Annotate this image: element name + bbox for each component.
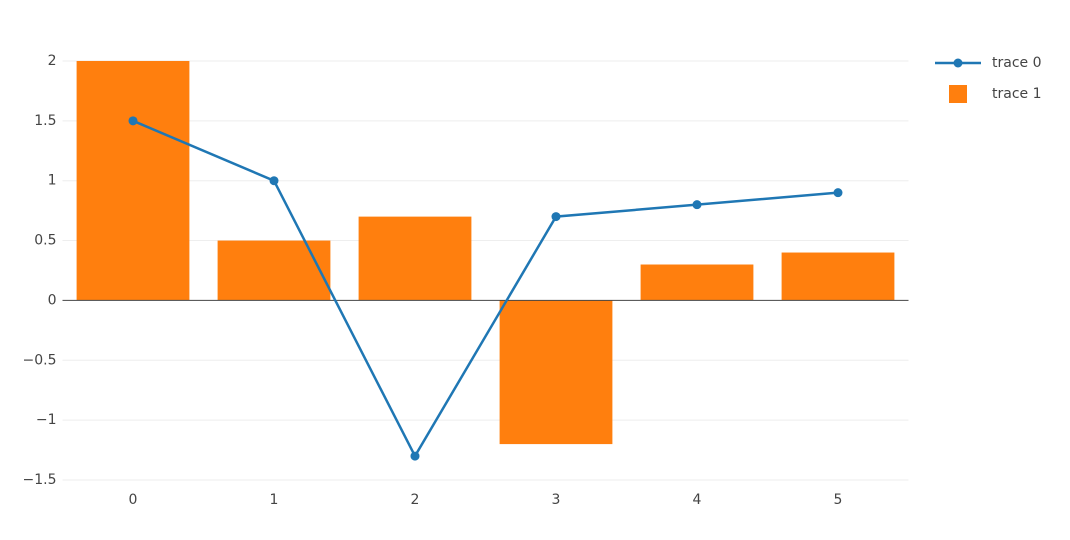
marker xyxy=(128,116,138,126)
legend-swatch[interactable] xyxy=(949,85,967,103)
y-tick-label: 2 xyxy=(48,53,57,69)
bar xyxy=(640,264,754,301)
x-tick-label: 3 xyxy=(552,492,561,508)
y-tick-label: 1 xyxy=(48,173,57,189)
legend-marker[interactable] xyxy=(953,58,963,68)
x-tick-label: 1 xyxy=(270,492,279,508)
bar xyxy=(217,240,331,301)
marker xyxy=(833,188,843,198)
y-tick-label: −0.5 xyxy=(23,352,57,368)
bar xyxy=(499,300,613,445)
x-tick-label: 0 xyxy=(129,492,138,508)
legend-label[interactable]: trace 1 xyxy=(992,86,1042,102)
marker xyxy=(410,451,420,461)
y-tick-label: 0.5 xyxy=(34,233,56,249)
line xyxy=(132,119,839,459)
y-tick-label: −1.5 xyxy=(23,472,57,488)
y-tick-label: −1 xyxy=(36,412,57,428)
marker xyxy=(269,176,279,186)
x-tick-label: 5 xyxy=(834,492,843,508)
marker xyxy=(692,200,702,210)
bar xyxy=(358,216,472,301)
legend-label[interactable]: trace 0 xyxy=(992,55,1042,71)
bar xyxy=(781,252,895,301)
y-tick-label: 0 xyxy=(48,292,57,308)
marker xyxy=(551,212,561,222)
y-tick-label: 1.5 xyxy=(34,113,56,129)
x-tick-label: 2 xyxy=(411,492,420,508)
x-tick-label: 4 xyxy=(693,492,702,508)
bar xyxy=(76,60,190,301)
